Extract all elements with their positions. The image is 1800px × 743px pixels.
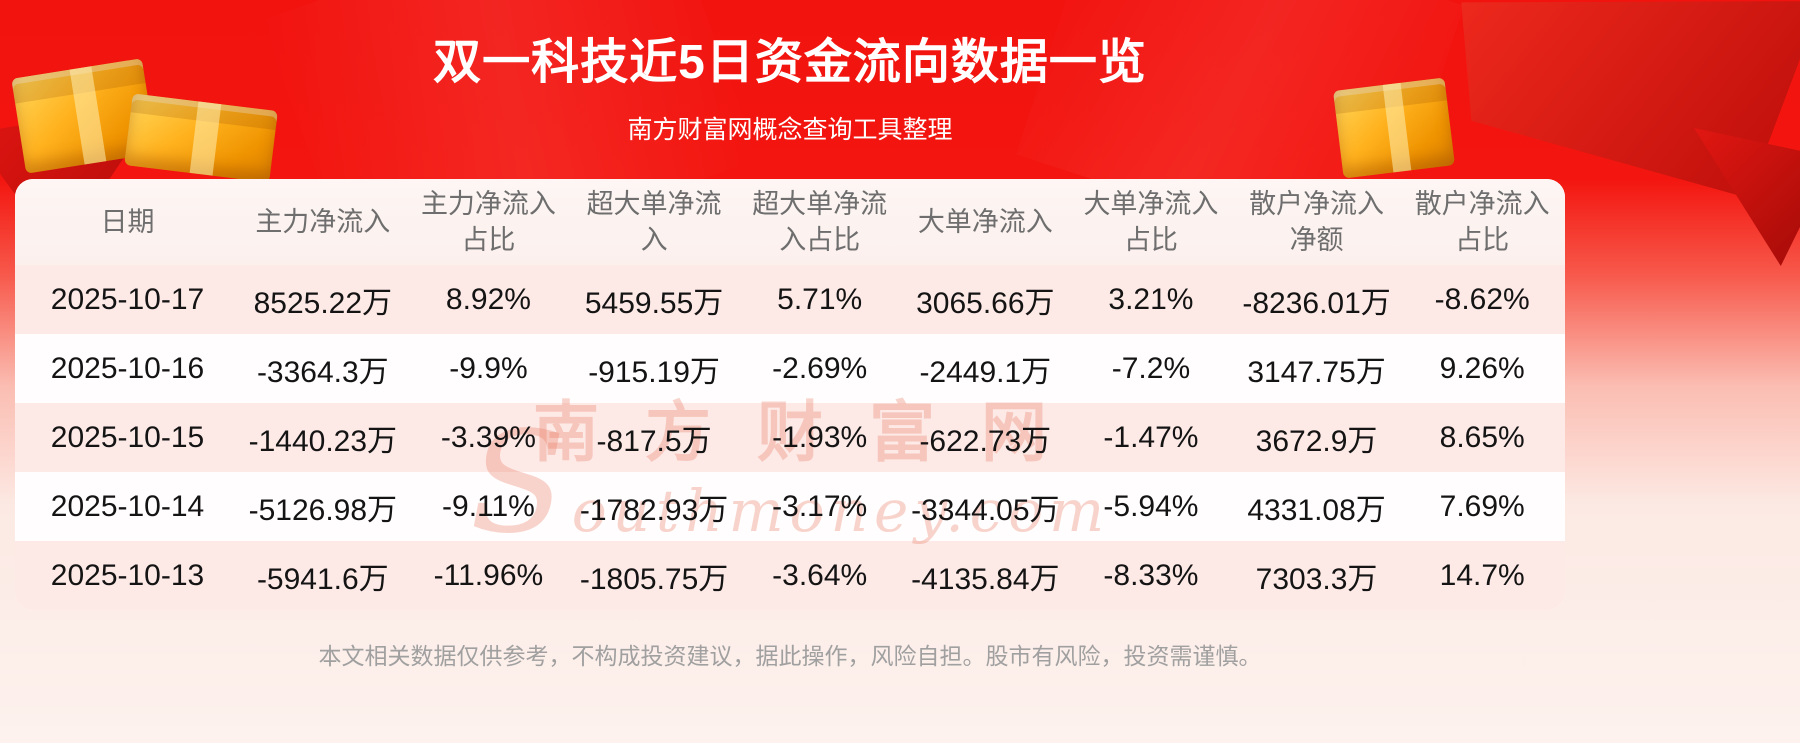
value-cell: 7303.3万 [1255,562,1378,596]
table-body: 2025-10-17 8525.22万 8.92% 5459.55万 5.71% 3065… [15,265,1565,610]
value-cell: 5.71% [777,282,863,316]
value-cell: -1440.23万 [248,424,398,458]
value-cell: -5941.6万 [256,562,389,596]
value-cell: -7.2% [1111,351,1191,385]
fund-flow-table: 南方财富网 Southmoney.com 日期 主力净流入 主力净流入占比 超大单净流… [15,179,1565,610]
value-cell: -8.62% [1434,282,1530,316]
value-cell: -4135.84万 [911,562,1060,596]
value-cell: -3.64% [772,558,868,592]
column-header: 大单净流入 [917,206,1053,237]
value-cell: 8.65% [1439,420,1525,454]
table-header-row: 日期 主力净流入 主力净流入占比 超大单净流入 超大单净流入占比 大单净流入 大单净流入占比… [15,179,1565,265]
date-cell: 2025-10-17 [50,282,205,316]
value-cell: -11.96% [433,558,544,592]
value-cell: 8525.22万 [253,286,393,320]
table-row: 2025-10-13 -5941.6万 -11.96% -1805.75万 -3.64%… [15,541,1565,610]
value-cell: -622.73万 [919,424,1052,458]
value-cell: -3364.3万 [256,355,389,389]
column-header: 大单净流入占比 [1083,188,1219,255]
value-cell: -1.93% [772,420,868,454]
value-cell: -1782.93万 [579,493,729,527]
value-cell: 14.7% [1439,558,1525,592]
table-row: 2025-10-15 -1440.23万 -3.39% -817.5万 -1.93% -6… [15,403,1565,472]
value-cell: 3147.75万 [1247,355,1386,389]
value-cell: 7.69% [1439,489,1525,523]
value-cell: -3.39% [440,420,536,454]
table-row: 2025-10-14 -5126.98万 -9.11% -1782.93万 -3.17%… [15,472,1565,541]
value-cell: -5.94% [1103,489,1199,523]
value-cell: -8.33% [1103,558,1199,592]
column-header: 散户净流入占比 [1414,188,1550,255]
date-cell: 2025-10-16 [50,351,205,385]
column-header: 主力净流入 [255,206,391,237]
value-cell: -817.5万 [596,424,712,458]
date-cell: 2025-10-13 [50,558,205,592]
value-cell: -2.69% [772,351,868,385]
value-cell: 3065.66万 [916,286,1055,320]
value-cell: -8236.01万 [1242,286,1391,320]
value-cell: 3.21% [1108,282,1194,316]
column-header: 散户净流入净额 [1249,188,1385,255]
value-cell: -5126.98万 [248,493,398,527]
value-cell: 5459.55万 [584,286,724,320]
date-cell: 2025-10-14 [50,489,205,523]
page-subtitle: 南方财富网概念查询工具整理 [627,116,953,144]
value-cell: -915.19万 [588,355,720,389]
value-cell: 4331.08万 [1247,493,1386,527]
value-cell: -1805.75万 [579,562,729,596]
date-cell: 2025-10-15 [50,420,205,454]
content-column: 双一科技近5日资金流向数据一览 南方财富网概念查询工具整理 南方财富网 Sout… [15,36,1565,669]
value-cell: -2449.1万 [919,355,1052,389]
disclaimer-text: 本文相关数据仅供参考，不构成投资建议，据此操作，风险自担。股市有风险，投资需谨慎… [318,643,1262,669]
column-header: 日期 [100,206,155,237]
page-title: 双一科技近5日资金流向数据一览 [433,36,1147,89]
value-cell: -1.47% [1103,420,1199,454]
value-cell: 9.26% [1439,351,1525,385]
column-header: 超大单净流入占比 [752,188,888,255]
value-cell: -9.9% [449,351,528,385]
column-header: 超大单净流入 [586,188,722,255]
value-cell: 3672.9万 [1255,424,1378,458]
column-header: 主力净流入占比 [420,188,556,255]
value-cell: 8.92% [445,282,531,316]
table-row: 2025-10-17 8525.22万 8.92% 5459.55万 5.71% 3065… [15,265,1565,334]
value-cell: -9.11% [442,489,535,523]
value-cell: -3.17% [772,489,868,523]
value-cell: -3344.05万 [911,493,1060,527]
table-row: 2025-10-16 -3364.3万 -9.9% -915.19万 -2.69% -24… [15,334,1565,403]
